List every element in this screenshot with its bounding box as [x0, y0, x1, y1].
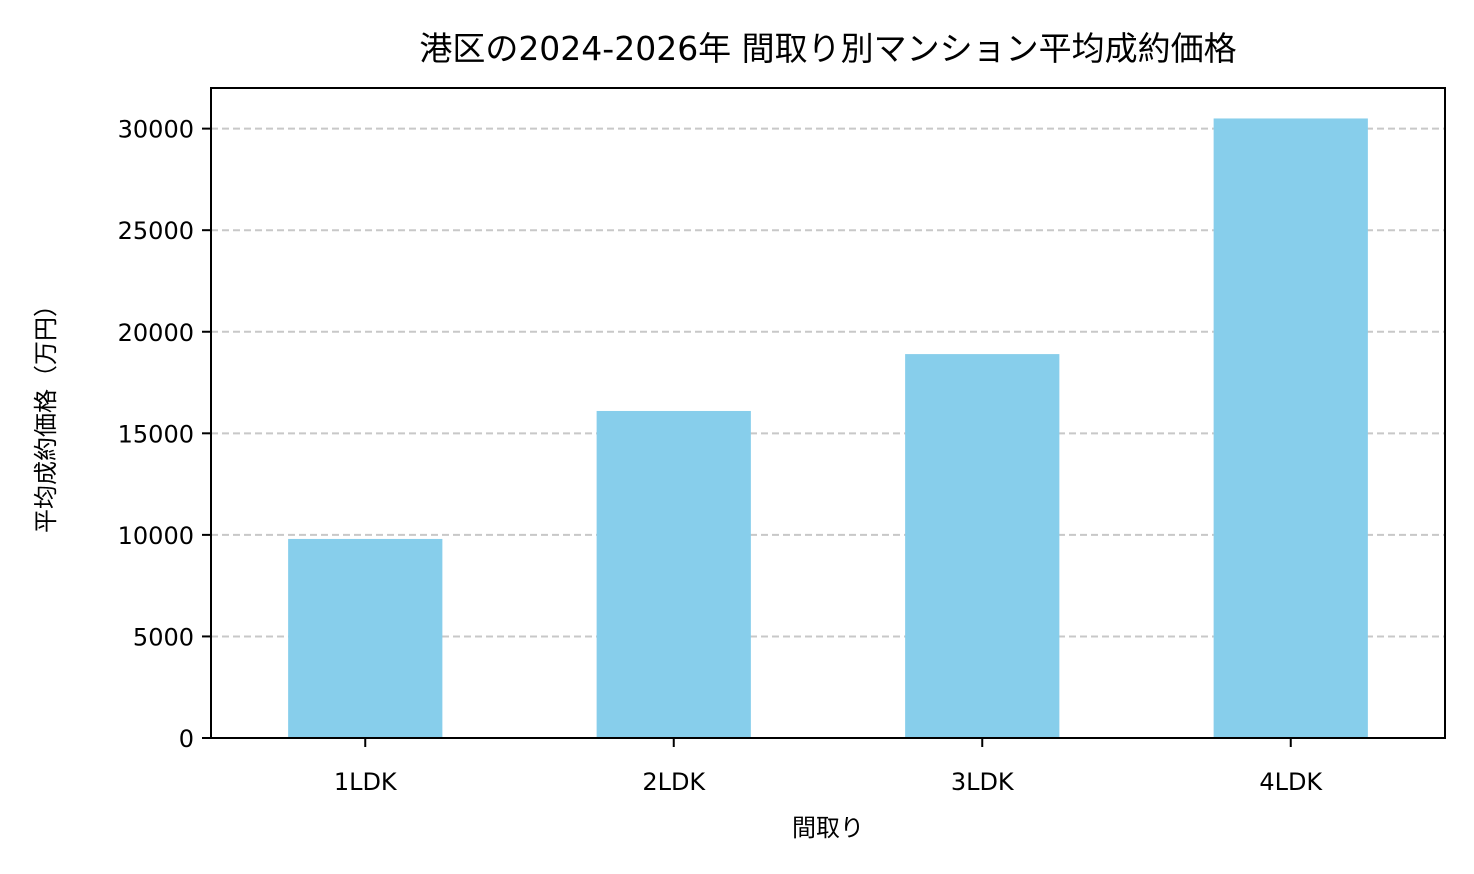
y-axis-label: 平均成約価格（万円） [32, 293, 60, 533]
x-axis-label: 間取り [792, 814, 864, 842]
y-tick-label: 25000 [118, 217, 194, 245]
y-axis-ticks: 0 5000 10000 15000 20000 25000 30000 [118, 116, 211, 753]
y-tick-label: 20000 [118, 319, 194, 347]
x-tick-label: 1LDK [334, 768, 398, 796]
y-tick-label: 30000 [118, 116, 194, 144]
bar-2ldk [596, 410, 751, 738]
y-tick-label: 15000 [118, 420, 194, 448]
plot-frame [210, 87, 1446, 739]
bars [288, 118, 1368, 738]
x-tick-label: 2LDK [642, 768, 706, 796]
y-tick-label: 5000 [133, 623, 194, 651]
bar-1ldk [288, 538, 443, 738]
bar-3ldk [905, 354, 1060, 738]
x-axis-ticks: 1LDK 2LDK 3LDK 4LDK [334, 738, 1323, 796]
x-tick-label: 3LDK [951, 768, 1015, 796]
x-tick-label: 4LDK [1259, 768, 1323, 796]
y-tick-label: 10000 [118, 522, 194, 550]
y-tick-label: 0 [179, 725, 194, 753]
bar-4ldk [1213, 118, 1368, 738]
chart-title: 港区の2024-2026年 間取り別マンション平均成約価格 [419, 29, 1236, 68]
